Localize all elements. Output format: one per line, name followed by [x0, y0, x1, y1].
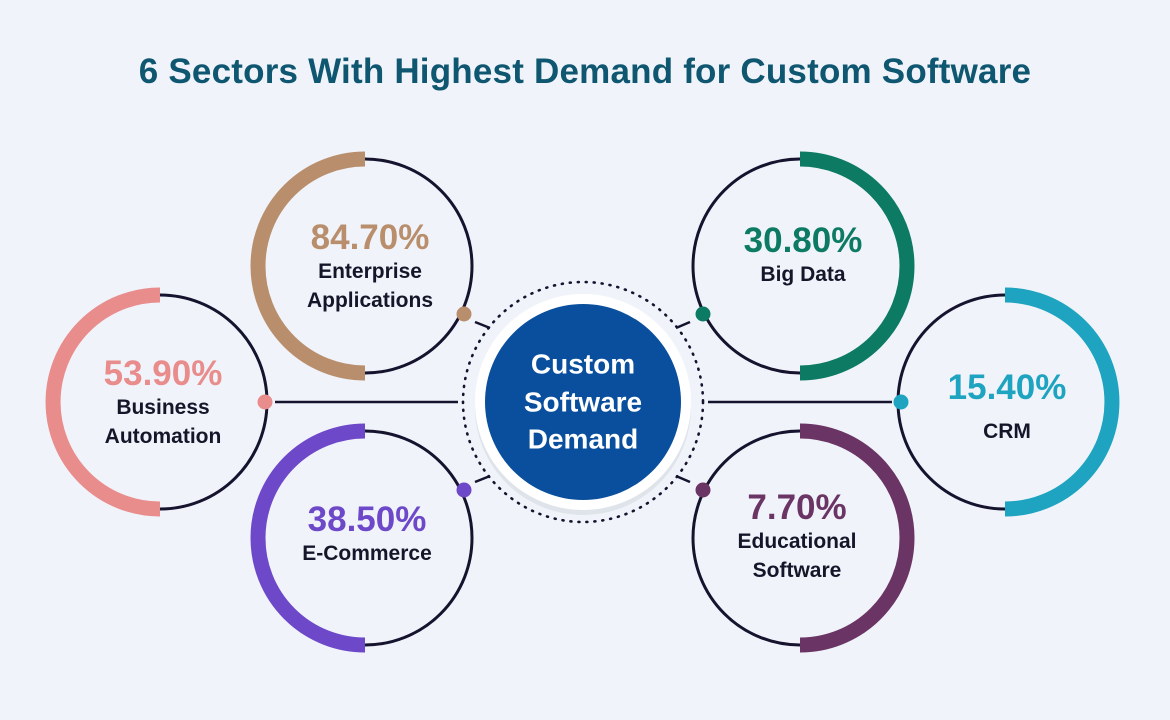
sector-ecommerce-arc	[250, 423, 366, 653]
sector-crm-percent: 15.40%	[947, 367, 1067, 407]
connector-big-data	[675, 320, 691, 330]
sector-big-data-label: 30.80% Big Data	[703, 220, 903, 289]
sector-enterprise-name-line-2: Applications	[306, 289, 433, 313]
page-title: 6 Sectors With Highest Demand for Custom…	[138, 52, 1032, 91]
sector-crm-name: CRM	[983, 419, 1031, 443]
dotted-ring	[461, 280, 705, 524]
hub-circle	[485, 304, 681, 500]
sector-educational-percent: 7.70%	[747, 488, 847, 528]
sector-ecommerce-graphic	[250, 423, 474, 653]
sector-ecommerce-dot	[456, 482, 472, 498]
sector-big-data-graphic	[691, 151, 915, 381]
sector-educational-arc	[799, 423, 915, 653]
sector-enterprise-graphic	[250, 151, 474, 381]
connector-enterprise	[474, 320, 491, 330]
sector-educational-label: 7.70% Educational Software	[697, 488, 897, 586]
connector-ecommerce	[474, 474, 491, 484]
sector-big-data-name: Big Data	[760, 262, 846, 286]
center-label-line-2: Software	[523, 386, 643, 418]
center-label: Custom Software Demand	[498, 346, 668, 459]
center-label-line-1: Custom	[530, 348, 636, 380]
sector-enterprise-dot	[456, 306, 472, 322]
sector-ecommerce-label: 38.50% E-Commerce	[267, 499, 467, 568]
connector-lines	[275, 320, 892, 484]
sector-business-name-line-1: Business	[116, 395, 210, 419]
sector-business-graphic	[45, 287, 273, 517]
sector-big-data-percent: 30.80%	[743, 220, 863, 260]
sector-ecommerce-name: E-Commerce	[302, 541, 432, 565]
sector-enterprise-arc	[250, 151, 366, 381]
sector-ecommerce-percent: 38.50%	[307, 499, 427, 539]
sector-educational-dot	[695, 482, 711, 498]
sector-crm-label: 15.40% CRM	[907, 367, 1107, 446]
sector-business-label: 53.90% Business Automation	[63, 354, 263, 452]
sector-business-arc	[45, 287, 161, 517]
sector-enterprise-label: 84.70% Enterprise Applications	[270, 218, 470, 316]
sector-enterprise-percent: 84.70%	[310, 218, 430, 258]
center-label-line-3: Demand	[527, 423, 639, 455]
sector-business-name-line-2: Automation	[104, 425, 222, 449]
sector-crm-arc	[1004, 287, 1120, 517]
sector-business-dot	[257, 394, 273, 410]
sector-big-data-dot	[695, 306, 711, 322]
sector-educational-graphic	[691, 423, 915, 653]
sector-big-data-arc	[799, 151, 915, 381]
sector-business-percent: 53.90%	[103, 354, 223, 394]
sector-crm-graphic	[893, 287, 1120, 517]
sector-enterprise-name-line-1: Enterprise	[318, 259, 422, 283]
center-hub	[461, 280, 705, 524]
sector-educational-name-line-1: Educational	[737, 529, 857, 553]
sector-educational-name-line-2: Software	[752, 559, 842, 583]
sector-crm-dot	[893, 394, 909, 410]
